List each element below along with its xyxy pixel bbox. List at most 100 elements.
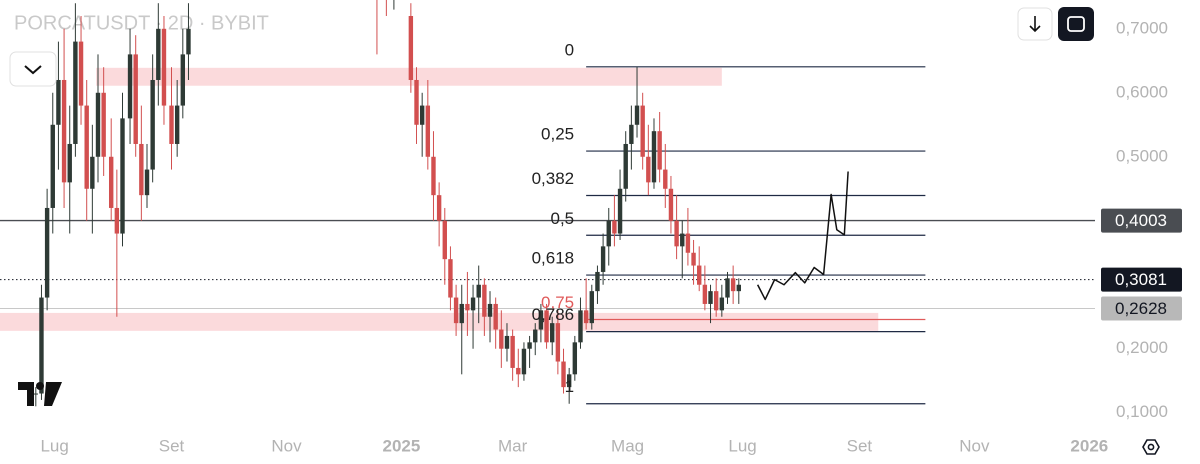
- download-button[interactable]: [1017, 7, 1053, 41]
- candle-body: [133, 54, 138, 144]
- candle-body: [600, 246, 606, 272]
- tradingview-logo: [18, 382, 62, 406]
- candle-body: [499, 329, 504, 349]
- candle-body: [566, 374, 572, 388]
- candle-body: [114, 207, 120, 234]
- fib-level-label: 0,5: [550, 209, 574, 228]
- candle-body: [61, 79, 67, 183]
- fullscreen-button[interactable]: [1058, 7, 1094, 41]
- candle-body: [663, 169, 668, 189]
- price-label: 0,2628: [1115, 299, 1167, 318]
- candle-body: [476, 284, 481, 298]
- candle-body: [493, 303, 498, 330]
- candle-body: [555, 323, 561, 362]
- candle-body: [544, 310, 549, 343]
- candle-body: [550, 323, 555, 343]
- axis-mask: [1096, 432, 1132, 462]
- candle-body: [414, 79, 419, 125]
- candle-body: [578, 310, 583, 343]
- fib-level-label: 0,618: [532, 249, 575, 268]
- projection-line: [756, 171, 849, 301]
- candle-body: [95, 92, 101, 157]
- candle-body: [127, 54, 133, 119]
- candle-body: [73, 41, 78, 144]
- candle-body: [589, 291, 594, 324]
- candle-body: [713, 291, 719, 311]
- candle-body: [90, 156, 95, 189]
- candle-body: [668, 188, 674, 221]
- price-label-box: [1101, 296, 1182, 321]
- candle-body: [697, 265, 702, 285]
- candle-body: [708, 291, 713, 304]
- settings-button[interactable]: [1142, 439, 1160, 455]
- price-label: 0,4003: [1115, 211, 1167, 230]
- candle-body: [646, 156, 651, 183]
- candle-body: [156, 28, 161, 80]
- fib-level-label: 0: [565, 40, 574, 59]
- candle-body: [465, 303, 470, 311]
- candle-body: [453, 297, 459, 324]
- candle-body: [651, 131, 657, 183]
- candle-body: [674, 220, 679, 247]
- candle-body: [150, 79, 155, 170]
- candle-body: [583, 310, 589, 324]
- candle-body: [448, 259, 453, 298]
- candle-body: [533, 329, 538, 343]
- y-tick-label: 0,1000: [1116, 402, 1168, 421]
- x-tick-label: Mar: [498, 436, 528, 455]
- candle-body: [617, 188, 623, 234]
- candle-body: [33, 393, 39, 395]
- candle-body: [44, 207, 50, 298]
- candle-body: [101, 92, 106, 157]
- candle-body: [50, 124, 55, 208]
- price-label-box: [1101, 267, 1182, 292]
- candle-body: [161, 28, 167, 106]
- chart-title: PORCATUSDT · 2D · BYBIT: [14, 12, 269, 34]
- chevron-button[interactable]: [9, 51, 57, 87]
- candle-body: [623, 143, 628, 189]
- fib-level-label: 0,786: [532, 305, 575, 324]
- x-tick-label: 2025: [383, 436, 421, 455]
- candle-body: [657, 131, 662, 170]
- fib-level-label: 1: [565, 377, 574, 396]
- x-tick-label: Lug: [728, 436, 756, 455]
- candle-body: [595, 271, 600, 292]
- x-tick-label: Nov: [271, 436, 302, 455]
- candle-body: [108, 156, 114, 208]
- candle-body: [470, 297, 476, 311]
- candle-body: [510, 335, 515, 368]
- candle-body: [419, 105, 425, 125]
- y-tick-label: 0,2000: [1116, 338, 1168, 357]
- price-label-box: [1101, 208, 1182, 233]
- zone: [0, 312, 879, 331]
- candle-body: [408, 15, 414, 80]
- candle-body: [120, 118, 125, 234]
- candle-body: [39, 297, 44, 394]
- candle-body: [139, 143, 144, 196]
- fib-level-label: 0,25: [541, 125, 574, 144]
- candle-body: [527, 342, 532, 349]
- candle-body: [67, 143, 72, 183]
- price-label: 0,3081: [1115, 270, 1167, 289]
- candle-body: [180, 54, 186, 106]
- candle-body: [84, 105, 89, 189]
- candle-body: [442, 220, 447, 260]
- candle-body: [736, 284, 741, 292]
- candle-body: [730, 278, 736, 292]
- candle-body: [572, 342, 578, 375]
- candle-body: [487, 303, 493, 317]
- candle-body: [521, 348, 527, 375]
- x-tick-label: Set: [159, 436, 185, 455]
- candle-body: [56, 79, 61, 125]
- candle-body: [629, 124, 634, 144]
- candle-body: [516, 367, 521, 375]
- candle-body: [174, 105, 180, 144]
- x-tick-label: Set: [847, 436, 873, 455]
- candle-body: [144, 169, 150, 196]
- fib-level-label: 0,382: [532, 169, 575, 188]
- candle-body: [612, 220, 617, 234]
- x-tick-label: Nov: [959, 436, 990, 455]
- fib-level-label: 0,75: [541, 293, 574, 312]
- candle-body: [482, 284, 487, 317]
